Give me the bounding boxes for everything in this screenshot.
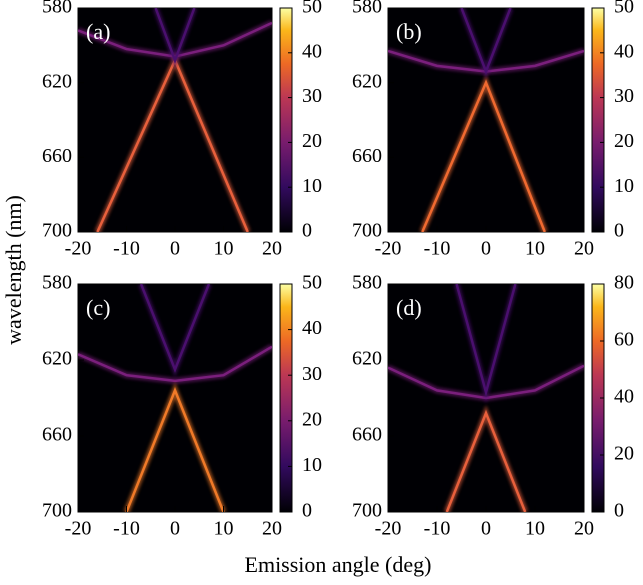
- colorbar-tick-label: 0: [302, 220, 312, 242]
- colorbar-tick-label: 20: [302, 408, 322, 430]
- bands: [78, 284, 272, 512]
- colorbar-tick-label: 20: [614, 130, 634, 152]
- x-tick-label: -10: [424, 518, 451, 540]
- x-tick-label: 10: [525, 238, 545, 260]
- y-axis-label: wavelength (nm): [1, 195, 26, 345]
- x-tick-label: -10: [113, 238, 140, 260]
- y-tick-label: 620: [42, 348, 72, 370]
- x-tick-label: -20: [65, 518, 92, 540]
- panel-label: (d): [396, 295, 422, 320]
- y-tick-label: 580: [42, 0, 72, 18]
- colorbar: [279, 283, 293, 513]
- band: [455, 284, 517, 398]
- x-tick-label: 10: [214, 518, 234, 540]
- colorbar-tick-label: 50: [302, 0, 322, 18]
- y-tick-label: 580: [42, 272, 72, 294]
- x-tick-label: -20: [65, 238, 92, 260]
- y-tick-label: 580: [352, 272, 382, 294]
- band: [460, 8, 512, 75]
- y-tick-label: 580: [352, 0, 382, 18]
- colorbar: [591, 7, 605, 233]
- colorbar-tick-label: 50: [614, 0, 634, 18]
- bands: [388, 284, 584, 512]
- colorbar-tick-label: 60: [614, 329, 634, 351]
- y-tick-label: 620: [352, 348, 382, 370]
- colorbar-tick-label: 20: [302, 130, 322, 152]
- y-tick-label: 660: [42, 424, 72, 446]
- x-tick-label: -20: [375, 238, 402, 260]
- colorbar-tick-label: 40: [302, 40, 322, 62]
- x-tick-label: 0: [170, 238, 180, 260]
- x-tick-label: 20: [262, 518, 282, 540]
- band: [445, 409, 527, 512]
- band: [139, 284, 211, 373]
- colorbar-tick-label: 30: [302, 85, 322, 107]
- colorbar-tick-label: 10: [302, 454, 322, 476]
- x-tick-label: 20: [574, 238, 594, 260]
- colorbar-tick-label: 40: [614, 40, 634, 62]
- y-tick-label: 700: [42, 500, 72, 522]
- bands: [78, 8, 272, 232]
- plot-area: [387, 7, 585, 233]
- y-tick-label: 660: [352, 424, 382, 446]
- y-tick-label: 660: [352, 145, 382, 167]
- y-tick-label: 700: [42, 220, 72, 242]
- x-tick-label: 10: [525, 518, 545, 540]
- panel-label: (b): [396, 19, 422, 44]
- y-tick-label: 700: [352, 220, 382, 242]
- x-tick-label: 10: [214, 238, 234, 260]
- x-tick-label: -10: [113, 518, 140, 540]
- panel-label: (a): [86, 19, 110, 44]
- band: [421, 79, 546, 232]
- bands: [388, 8, 584, 232]
- colorbar-tick-label: 30: [614, 85, 634, 107]
- colorbar-tick-label: 20: [614, 443, 634, 465]
- colorbar-tick-label: 0: [614, 500, 624, 522]
- x-tick-label: 0: [481, 518, 491, 540]
- colorbar-tick-label: 50: [302, 272, 322, 294]
- x-axis-label: Emission angle (deg): [245, 552, 432, 577]
- x-tick-label: 0: [481, 238, 491, 260]
- y-tick-label: 700: [352, 500, 382, 522]
- y-tick-label: 620: [352, 70, 382, 92]
- x-tick-label: -20: [375, 518, 402, 540]
- band: [125, 387, 225, 512]
- colorbar-tick-label: 80: [614, 272, 634, 294]
- x-tick-label: 20: [262, 238, 282, 260]
- x-tick-label: 0: [170, 518, 180, 540]
- x-tick-label: 20: [574, 518, 594, 540]
- colorbar-tick-label: 10: [614, 175, 634, 197]
- colorbar-tick-label: 30: [302, 363, 322, 385]
- band: [78, 345, 272, 383]
- colorbar-tick-label: 0: [614, 220, 624, 242]
- colorbar-tick-label: 0: [302, 500, 312, 522]
- colorbar: [279, 7, 293, 233]
- colorbar-tick-label: 10: [302, 175, 322, 197]
- y-tick-label: 620: [42, 70, 72, 92]
- colorbar-tick-label: 40: [302, 317, 322, 339]
- panel-label: (c): [86, 295, 110, 320]
- x-tick-label: -10: [424, 238, 451, 260]
- y-tick-label: 660: [42, 145, 72, 167]
- colorbar-tick-label: 40: [614, 386, 634, 408]
- band: [154, 8, 196, 64]
